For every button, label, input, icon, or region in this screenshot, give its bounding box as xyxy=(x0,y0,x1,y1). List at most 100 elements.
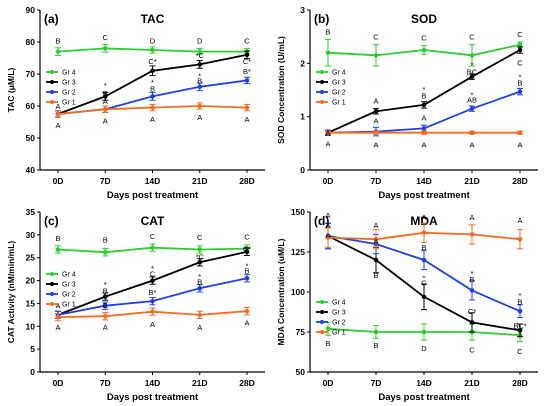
data-label: B xyxy=(197,76,202,85)
data-point xyxy=(102,303,108,309)
data-label: B xyxy=(517,79,522,88)
y-tick-label: 30 xyxy=(26,230,36,240)
legend-entry: Gr 1 xyxy=(62,302,76,309)
data-label: B xyxy=(421,91,426,100)
data-label: C xyxy=(244,233,250,242)
data-label: BC* xyxy=(513,322,526,331)
data-point xyxy=(469,320,475,325)
data-point xyxy=(517,236,523,242)
panel-letter: (b) xyxy=(314,12,329,26)
x-tick-label: 14D xyxy=(416,176,432,186)
data-label: A xyxy=(421,114,426,123)
data-label: B xyxy=(150,84,155,93)
data-label: A xyxy=(244,319,249,328)
y-axis-label: TAC (μM/L) xyxy=(6,67,16,112)
series-gr-4 xyxy=(325,321,523,343)
legend: Gr 4 Gr 3 Gr 2 Gr 1 xyxy=(316,70,346,107)
data-label: A xyxy=(421,213,426,222)
x-tick-label: 21D xyxy=(192,378,208,388)
data-label: A xyxy=(373,97,378,106)
data-point xyxy=(421,102,427,108)
x-tick-label: 21D xyxy=(464,176,480,186)
data-label: C xyxy=(103,33,109,42)
chart-panel-3: 0 5 10 15 20 25 30 35 0D 7D 14D 21D 28D Days post tre… xyxy=(6,207,265,403)
x-tick-label: 0D xyxy=(323,176,334,186)
x-tick-label: 28D xyxy=(239,378,255,388)
data-label: A xyxy=(517,216,522,225)
data-label: A xyxy=(103,97,108,106)
legend-entry: Gr 3 xyxy=(62,282,76,289)
x-tick-label: 28D xyxy=(512,176,528,186)
legend-entry: Gr 4 xyxy=(332,70,346,77)
y-tick-label: 35 xyxy=(26,207,36,217)
data-label: B xyxy=(421,243,426,252)
data-label: A xyxy=(103,323,108,332)
y-tick-label: 5 xyxy=(30,344,35,354)
chart-panel-2: 0 1 2 3 0D 7D 14D 21D 28D Days post treatment SOD … xyxy=(276,5,538,201)
data-label: A xyxy=(244,115,249,124)
data-point xyxy=(469,232,475,237)
data-point xyxy=(197,49,203,54)
data-label: B xyxy=(197,277,202,286)
series-gr-4 xyxy=(55,243,250,257)
data-label: * xyxy=(519,73,522,82)
data-point xyxy=(197,84,203,90)
data-label: C xyxy=(150,270,156,279)
data-point xyxy=(469,106,475,111)
data-label: B* xyxy=(243,67,251,76)
panel-letter: (c) xyxy=(44,214,59,228)
data-point xyxy=(244,52,250,58)
data-point xyxy=(102,94,108,99)
data-label: * xyxy=(151,78,154,87)
chart-panel-1: 40 50 60 70 80 90 0D 7D 14D 21D 28D Days post treat… xyxy=(6,5,265,201)
data-point xyxy=(244,308,250,314)
data-label: A xyxy=(373,221,378,230)
y-tick-label: 100 xyxy=(291,287,305,297)
x-tick-label: 14D xyxy=(416,378,432,388)
y-tick-label: 2 xyxy=(300,58,305,68)
data-label: * xyxy=(471,90,474,99)
data-point xyxy=(469,130,475,135)
data-point xyxy=(421,294,427,300)
y-tick-label: 75 xyxy=(296,327,306,337)
data-label: *C xyxy=(196,51,205,60)
x-tick-label: 28D xyxy=(512,378,528,388)
data-label: B xyxy=(55,36,60,45)
data-label: C xyxy=(244,36,250,45)
data-point xyxy=(197,286,203,291)
x-tick-label: 21D xyxy=(464,378,480,388)
data-label: D xyxy=(197,36,203,45)
y-tick-label: 10 xyxy=(26,321,36,331)
data-point xyxy=(102,249,108,255)
chart-title: SOD xyxy=(411,12,437,26)
data-point xyxy=(325,50,331,55)
chart-title: TAC xyxy=(141,12,165,26)
data-point xyxy=(150,298,155,304)
data-label: A xyxy=(103,116,108,125)
data-point xyxy=(517,308,523,314)
data-label: A xyxy=(421,140,426,149)
y-tick-label: 150 xyxy=(291,207,305,217)
x-tick-label: 0D xyxy=(53,176,64,186)
data-point xyxy=(421,47,427,53)
data-label: C xyxy=(421,34,427,43)
data-label: C xyxy=(150,232,156,241)
legend: Gr 4 Gr 3 Gr 2 Gr 1 xyxy=(316,300,346,337)
x-tick-label: 28D xyxy=(239,176,255,186)
data-label: A xyxy=(55,121,60,130)
data-label: C xyxy=(469,346,475,355)
data-label: * xyxy=(104,81,107,90)
data-point xyxy=(197,259,203,265)
data-label: A xyxy=(469,213,474,222)
data-point xyxy=(150,94,155,99)
data-point xyxy=(517,42,523,47)
data-label: A xyxy=(55,323,60,332)
data-label: D xyxy=(421,344,427,353)
data-point xyxy=(373,236,379,242)
data-point xyxy=(244,105,250,110)
x-tick-label: 7D xyxy=(371,176,382,186)
y-tick-label: 50 xyxy=(296,367,306,377)
legend-marker xyxy=(50,272,54,276)
data-label: * xyxy=(471,60,474,69)
data-label: A xyxy=(55,302,60,311)
